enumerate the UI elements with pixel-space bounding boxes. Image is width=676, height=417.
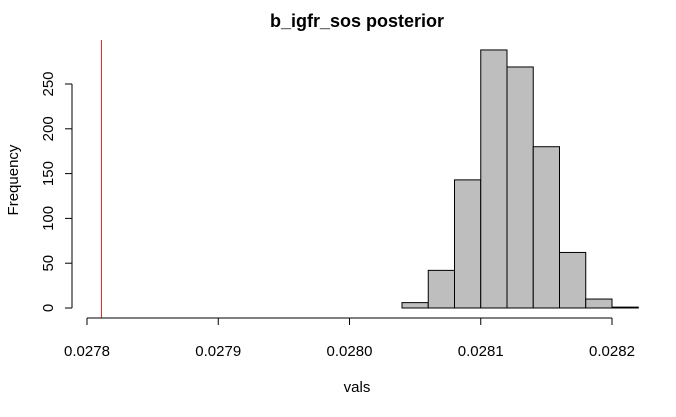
y-tick-label: 50	[40, 255, 57, 272]
y-tick-label: 100	[40, 206, 57, 231]
x-tick-label: 0.0282	[589, 343, 635, 360]
histogram-bars	[401, 49, 639, 309]
y-axis-label: Frequency	[5, 144, 22, 215]
y-axis: 0 50 100 150 200 250	[40, 71, 73, 312]
histogram-bar	[532, 146, 560, 309]
histogram-bar	[427, 269, 455, 309]
histogram-bar	[585, 298, 613, 309]
x-tick-label: 0.0279	[195, 343, 241, 360]
histogram-bar	[401, 302, 429, 309]
x-axis: 0.0278 0.0279 0.0280 0.0281 0.0282	[64, 317, 635, 360]
y-tick-label: 200	[40, 116, 57, 141]
x-tick-label: 0.0281	[458, 343, 504, 360]
y-tick-label: 0	[40, 304, 57, 312]
x-axis-label: vals	[344, 379, 371, 396]
histogram-bar	[480, 49, 508, 309]
chart-title: b_igfr_sos posterior	[270, 11, 444, 31]
histogram-bar	[506, 66, 534, 309]
y-tick-label: 250	[40, 71, 57, 96]
histogram-bar	[611, 306, 639, 309]
x-tick-label: 0.0278	[64, 343, 110, 360]
histogram-bar	[454, 179, 482, 309]
histogram-bar	[559, 251, 587, 309]
y-tick-label: 150	[40, 161, 57, 186]
x-tick-label: 0.0280	[327, 343, 373, 360]
